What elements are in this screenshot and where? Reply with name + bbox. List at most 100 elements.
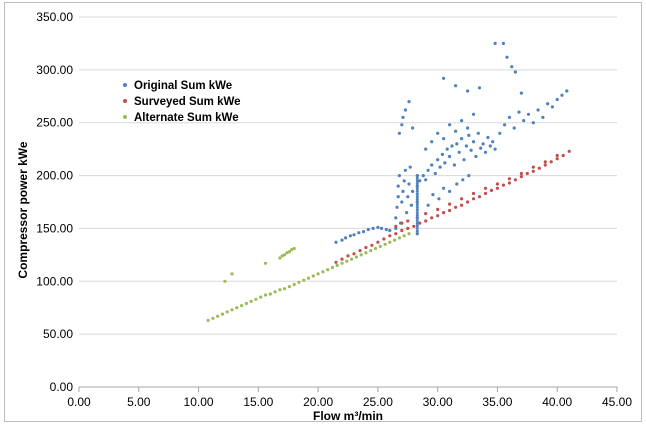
y-tick-label: 150.00 <box>36 221 73 235</box>
data-point <box>292 246 296 251</box>
data-point <box>436 158 440 162</box>
data-point <box>454 84 458 88</box>
data-point <box>354 255 358 259</box>
data-point <box>495 186 499 190</box>
legend-label: Original Sum kWe <box>134 80 232 92</box>
data-point <box>382 237 386 241</box>
data-point <box>522 119 526 123</box>
data-point <box>430 140 434 144</box>
data-point <box>454 205 458 209</box>
data-point <box>394 232 398 236</box>
x-tick-label: 20.00 <box>303 395 333 409</box>
data-point <box>415 224 419 228</box>
data-point <box>466 126 470 130</box>
data-point <box>466 89 470 93</box>
data-point <box>426 168 430 172</box>
data-point <box>415 229 419 233</box>
data-point <box>565 89 569 93</box>
data-point <box>460 119 464 123</box>
data-point <box>454 129 458 133</box>
data-point <box>403 108 407 112</box>
data-point <box>546 102 550 106</box>
scatter-chart: 0.00 50.00 100.00 150.00 200.00 250.00 300.00 3… <box>16 10 632 423</box>
data-point <box>513 178 517 182</box>
data-point <box>411 126 415 130</box>
data-point <box>287 285 291 289</box>
x-tick-label: 30.00 <box>423 395 453 409</box>
data-point <box>479 146 483 150</box>
data-point <box>408 165 412 169</box>
data-point <box>409 203 413 207</box>
data-point <box>445 147 449 151</box>
data-point <box>442 186 446 190</box>
data-point <box>415 195 419 199</box>
chart-frame: 0.00 50.00 100.00 150.00 200.00 250.00 300.00 3… <box>4 2 642 423</box>
data-point <box>396 195 400 199</box>
data-point <box>442 211 446 215</box>
data-point <box>376 225 380 229</box>
y-tick-label: 300.00 <box>36 63 73 77</box>
data-point <box>507 177 511 181</box>
data-point <box>541 115 545 119</box>
data-point <box>437 197 441 201</box>
data-point <box>481 142 485 146</box>
y-axis-title: Compressor power kWe <box>16 141 30 278</box>
data-point <box>358 249 362 253</box>
data-point <box>531 169 535 173</box>
data-point <box>415 205 419 209</box>
data-point <box>379 226 384 230</box>
data-point <box>415 226 419 230</box>
data-point <box>512 126 516 130</box>
data-point <box>406 226 410 230</box>
x-tick-label: 25.00 <box>363 395 393 409</box>
data-point <box>388 240 392 244</box>
data-point <box>415 216 419 220</box>
data-point <box>249 299 253 303</box>
data-point <box>235 306 239 310</box>
data-point <box>401 189 405 193</box>
data-point <box>424 178 428 182</box>
data-point <box>415 213 419 217</box>
data-point <box>415 187 419 191</box>
data-point <box>378 244 382 248</box>
data-point <box>560 93 564 97</box>
data-point <box>415 219 419 222</box>
data-point <box>334 260 338 264</box>
data-point <box>438 165 442 169</box>
data-point <box>495 182 499 186</box>
data-point <box>503 123 507 127</box>
data-point <box>397 174 401 178</box>
data-point <box>366 227 370 232</box>
data-point <box>507 115 511 119</box>
data-point <box>352 233 356 237</box>
data-point <box>340 261 344 265</box>
data-point <box>334 240 338 244</box>
data-point <box>561 153 565 158</box>
data-point <box>415 221 419 225</box>
data-point <box>455 182 459 186</box>
data-point <box>498 131 502 135</box>
data-point <box>415 182 419 185</box>
legend-label: Surveyed Sum kWe <box>134 96 241 108</box>
data-point <box>489 188 494 192</box>
data-point <box>443 161 447 165</box>
data-point <box>450 144 454 148</box>
data-point <box>330 265 335 270</box>
data-point <box>555 153 559 158</box>
data-point <box>268 292 272 296</box>
data-point <box>352 252 356 256</box>
data-point <box>543 160 547 164</box>
series-1 <box>334 149 571 264</box>
data-point <box>311 274 315 278</box>
data-point <box>370 243 374 247</box>
data-point <box>396 184 400 188</box>
legend-label: Alternate Sum kWe <box>134 112 239 124</box>
data-point <box>340 238 344 242</box>
data-point <box>493 147 497 151</box>
data-point <box>357 231 361 235</box>
data-point <box>407 100 411 104</box>
data-point <box>400 200 404 204</box>
data-point <box>415 208 419 212</box>
data-point <box>285 251 289 255</box>
data-point <box>474 154 478 159</box>
